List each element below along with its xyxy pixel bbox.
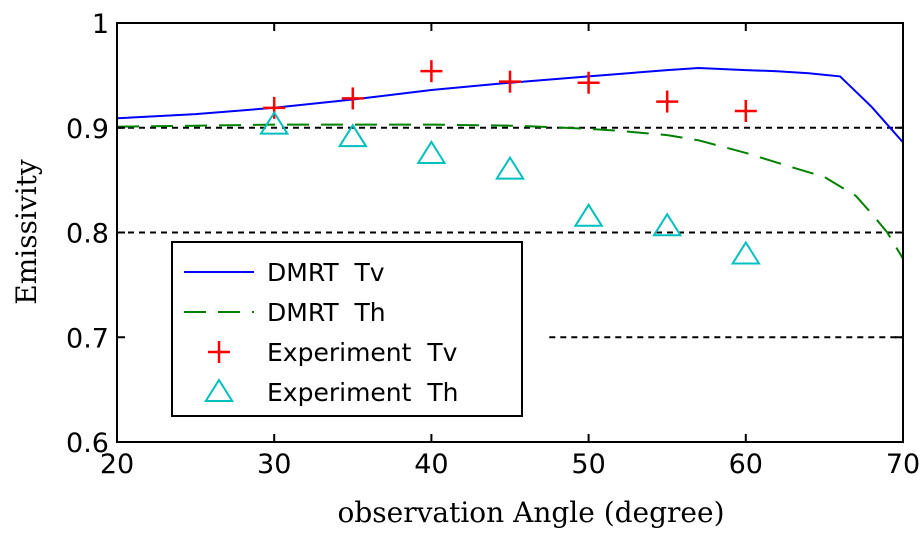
legend-label-0: DMRT Tv <box>267 258 385 287</box>
point-triangle <box>259 110 290 135</box>
legend-label-3: Experiment Th <box>267 378 458 407</box>
x-tick-label: 40 <box>414 449 448 480</box>
series-0 <box>116 66 904 144</box>
series-line-0 <box>116 66 904 144</box>
point-plus <box>341 87 364 110</box>
y-tick-label: 1 <box>92 9 109 40</box>
x-tick-label: 20 <box>100 449 134 480</box>
point-plus <box>656 90 679 113</box>
y-tick-label: 0.9 <box>66 114 109 145</box>
point-triangle <box>337 123 368 148</box>
series-3 <box>259 110 761 265</box>
point-triangle <box>494 155 526 180</box>
point-plus <box>499 70 521 93</box>
point-triangle <box>573 202 604 227</box>
point-plus <box>420 60 443 83</box>
point-triangle <box>730 240 761 265</box>
y-tick-label: 0.7 <box>66 323 109 354</box>
y-tick-label: 0.6 <box>66 428 109 459</box>
x-tick-label: 50 <box>571 449 605 480</box>
point-triangle <box>416 140 447 164</box>
x-axis-title: observation Angle (degree) <box>337 496 724 529</box>
point-triangle <box>652 212 683 237</box>
legend-swatch-2 <box>208 341 230 363</box>
legend: DMRT Tv DMRT Th Experiment Tv Experiment Th <box>171 241 523 417</box>
series-layer <box>116 60 904 265</box>
point-plus <box>577 71 600 94</box>
x-tick-label: 70 <box>886 449 920 480</box>
y-axis-title: Emissivity <box>10 159 43 305</box>
legend-label-2: Experiment Tv <box>267 338 458 367</box>
axis-ticks: 20 30 40 50 60 70 0.6 0.7 0.8 0.9 1 <box>66 9 920 480</box>
series-line-1 <box>116 123 904 260</box>
x-tick-label: 60 <box>729 449 763 480</box>
series-1 <box>116 123 904 260</box>
y-tick-label: 0.8 <box>66 219 109 250</box>
legend-swatch-3 <box>203 378 235 402</box>
reference-lines <box>117 126 903 339</box>
series-2 <box>263 60 757 122</box>
legend-label-1: DMRT Th <box>267 298 386 327</box>
point-plus <box>263 96 286 119</box>
x-tick-label: 30 <box>257 449 291 480</box>
point-plus <box>734 99 757 122</box>
